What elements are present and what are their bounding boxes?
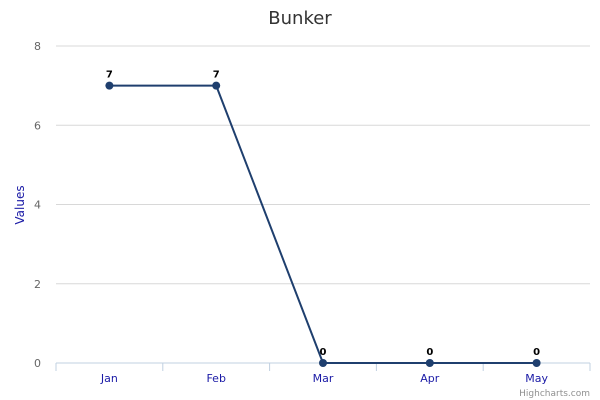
data-point[interactable] (532, 359, 541, 367)
y-axis-ticks: 0 2 4 6 8 (34, 40, 41, 370)
data-point[interactable] (212, 81, 221, 90)
x-tick-label: Feb (206, 372, 225, 385)
y-axis-label: Values (13, 185, 27, 224)
data-point[interactable] (319, 359, 327, 367)
data-points (105, 81, 541, 367)
chart-title: Bunker (268, 8, 332, 29)
y-tick-label: 2 (34, 278, 41, 291)
data-point[interactable] (425, 359, 434, 367)
x-tick-label: May (525, 372, 548, 385)
y-tick-label: 6 (34, 119, 41, 132)
y-tick-label: 4 (34, 199, 41, 212)
x-tick-label: Mar (313, 372, 334, 385)
y-tick-label: 8 (34, 40, 41, 53)
series-line (108, 84, 538, 364)
x-tick-label: Apr (420, 372, 440, 385)
credits-link[interactable]: Highcharts.com (519, 389, 590, 399)
data-label: 7 (106, 70, 113, 81)
data-label: 0 (533, 347, 540, 358)
data-point[interactable] (105, 81, 114, 90)
y-tick-label: 0 (34, 357, 41, 370)
data-label: 0 (320, 347, 327, 358)
data-label: 0 (426, 347, 433, 358)
data-labels: 7 7 0 0 0 (106, 70, 540, 358)
x-tick-label: Jan (100, 372, 118, 385)
series-line-layer (108, 84, 538, 364)
grid-lines (56, 45, 590, 285)
data-label: 7 (213, 70, 220, 81)
